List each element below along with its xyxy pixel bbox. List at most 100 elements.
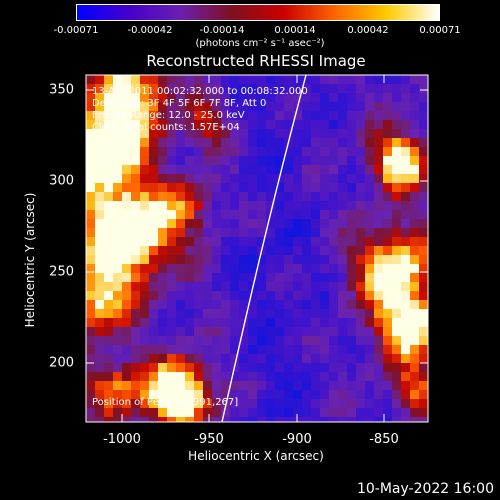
flux-cell bbox=[113, 390, 122, 399]
flux-cell bbox=[140, 300, 149, 309]
flux-cell bbox=[392, 318, 401, 327]
flux-cell bbox=[104, 192, 113, 201]
flux-cell bbox=[284, 120, 293, 129]
flux-cell bbox=[122, 165, 131, 174]
flux-cell bbox=[212, 192, 221, 201]
flux-cell bbox=[230, 354, 239, 363]
flux-cell bbox=[248, 291, 257, 300]
flux-cell bbox=[401, 210, 410, 219]
flux-cell bbox=[266, 120, 275, 129]
flux-cell bbox=[266, 345, 275, 354]
flux-cell bbox=[347, 75, 356, 84]
flux-cell bbox=[194, 84, 203, 93]
flux-cell bbox=[383, 219, 392, 228]
flux-cell bbox=[122, 300, 131, 309]
flux-cell bbox=[311, 372, 320, 381]
flux-cell bbox=[158, 111, 167, 120]
flux-cell bbox=[131, 183, 140, 192]
flux-cell bbox=[266, 282, 275, 291]
flux-cell bbox=[239, 201, 248, 210]
flux-cell bbox=[248, 237, 257, 246]
flux-cell bbox=[239, 129, 248, 138]
flux-cell bbox=[149, 390, 158, 399]
solar-limb-line bbox=[221, 74, 307, 423]
flux-cell bbox=[140, 282, 149, 291]
flux-cell bbox=[203, 399, 212, 408]
flux-cell bbox=[284, 291, 293, 300]
flux-cell bbox=[158, 120, 167, 129]
flux-cell bbox=[176, 282, 185, 291]
flux-cell bbox=[167, 111, 176, 120]
flux-cell bbox=[221, 102, 230, 111]
flux-cell bbox=[365, 417, 374, 422]
flux-cell bbox=[212, 228, 221, 237]
flux-cell bbox=[419, 93, 428, 102]
flux-cell bbox=[356, 120, 365, 129]
flux-cell bbox=[338, 219, 347, 228]
flux-cell bbox=[239, 255, 248, 264]
flux-cell bbox=[392, 201, 401, 210]
flux-cell bbox=[212, 201, 221, 210]
flux-cell bbox=[410, 291, 419, 300]
flux-cell bbox=[293, 93, 302, 102]
flux-cell bbox=[113, 363, 122, 372]
flux-cell bbox=[176, 120, 185, 129]
flux-cell bbox=[365, 363, 374, 372]
flux-cell bbox=[338, 84, 347, 93]
flux-cell bbox=[320, 363, 329, 372]
flux-cell bbox=[149, 174, 158, 183]
flux-cell bbox=[356, 417, 365, 422]
flux-cell bbox=[257, 399, 266, 408]
flux-cell bbox=[329, 363, 338, 372]
flux-cell bbox=[392, 156, 401, 165]
flux-cell bbox=[131, 93, 140, 102]
flux-cell bbox=[311, 336, 320, 345]
flux-cell bbox=[185, 291, 194, 300]
flux-cell bbox=[302, 273, 311, 282]
flux-cell bbox=[275, 84, 284, 93]
flux-cell bbox=[320, 300, 329, 309]
flux-cell bbox=[257, 93, 266, 102]
flux-cell bbox=[257, 381, 266, 390]
flux-cell bbox=[374, 120, 383, 129]
flux-cell bbox=[401, 138, 410, 147]
flux-cell bbox=[248, 210, 257, 219]
flux-cell bbox=[104, 201, 113, 210]
flux-cell bbox=[221, 300, 230, 309]
flux-cell bbox=[293, 147, 302, 156]
flux-cell bbox=[239, 291, 248, 300]
flux-cell bbox=[275, 93, 284, 102]
flux-cell bbox=[329, 390, 338, 399]
flux-cell bbox=[293, 381, 302, 390]
flux-cell bbox=[392, 102, 401, 111]
flux-cell bbox=[311, 84, 320, 93]
flux-cell bbox=[104, 417, 113, 422]
flux-cell bbox=[311, 210, 320, 219]
flux-cell bbox=[329, 156, 338, 165]
flux-cell bbox=[284, 219, 293, 228]
flux-cell bbox=[365, 345, 374, 354]
flux-cell bbox=[329, 228, 338, 237]
flux-cell bbox=[374, 147, 383, 156]
flux-cell bbox=[176, 363, 185, 372]
flux-cell bbox=[104, 237, 113, 246]
flux-cell bbox=[113, 75, 122, 84]
flux-cell bbox=[95, 93, 104, 102]
flux-cell bbox=[131, 273, 140, 282]
flux-cell bbox=[356, 228, 365, 237]
flux-cell bbox=[86, 165, 95, 174]
flux-cell bbox=[329, 255, 338, 264]
flux-cell bbox=[338, 408, 347, 417]
flux-cell bbox=[140, 363, 149, 372]
flux-cell bbox=[410, 408, 419, 417]
flux-cell bbox=[257, 165, 266, 174]
flux-cell bbox=[266, 138, 275, 147]
flux-cell bbox=[383, 327, 392, 336]
flux-cell bbox=[95, 417, 104, 422]
flux-cell bbox=[194, 291, 203, 300]
flux-cell bbox=[374, 255, 383, 264]
flux-cell bbox=[113, 210, 122, 219]
flux-cell bbox=[86, 219, 95, 228]
flux-cell bbox=[275, 291, 284, 300]
flux-cell bbox=[365, 408, 374, 417]
